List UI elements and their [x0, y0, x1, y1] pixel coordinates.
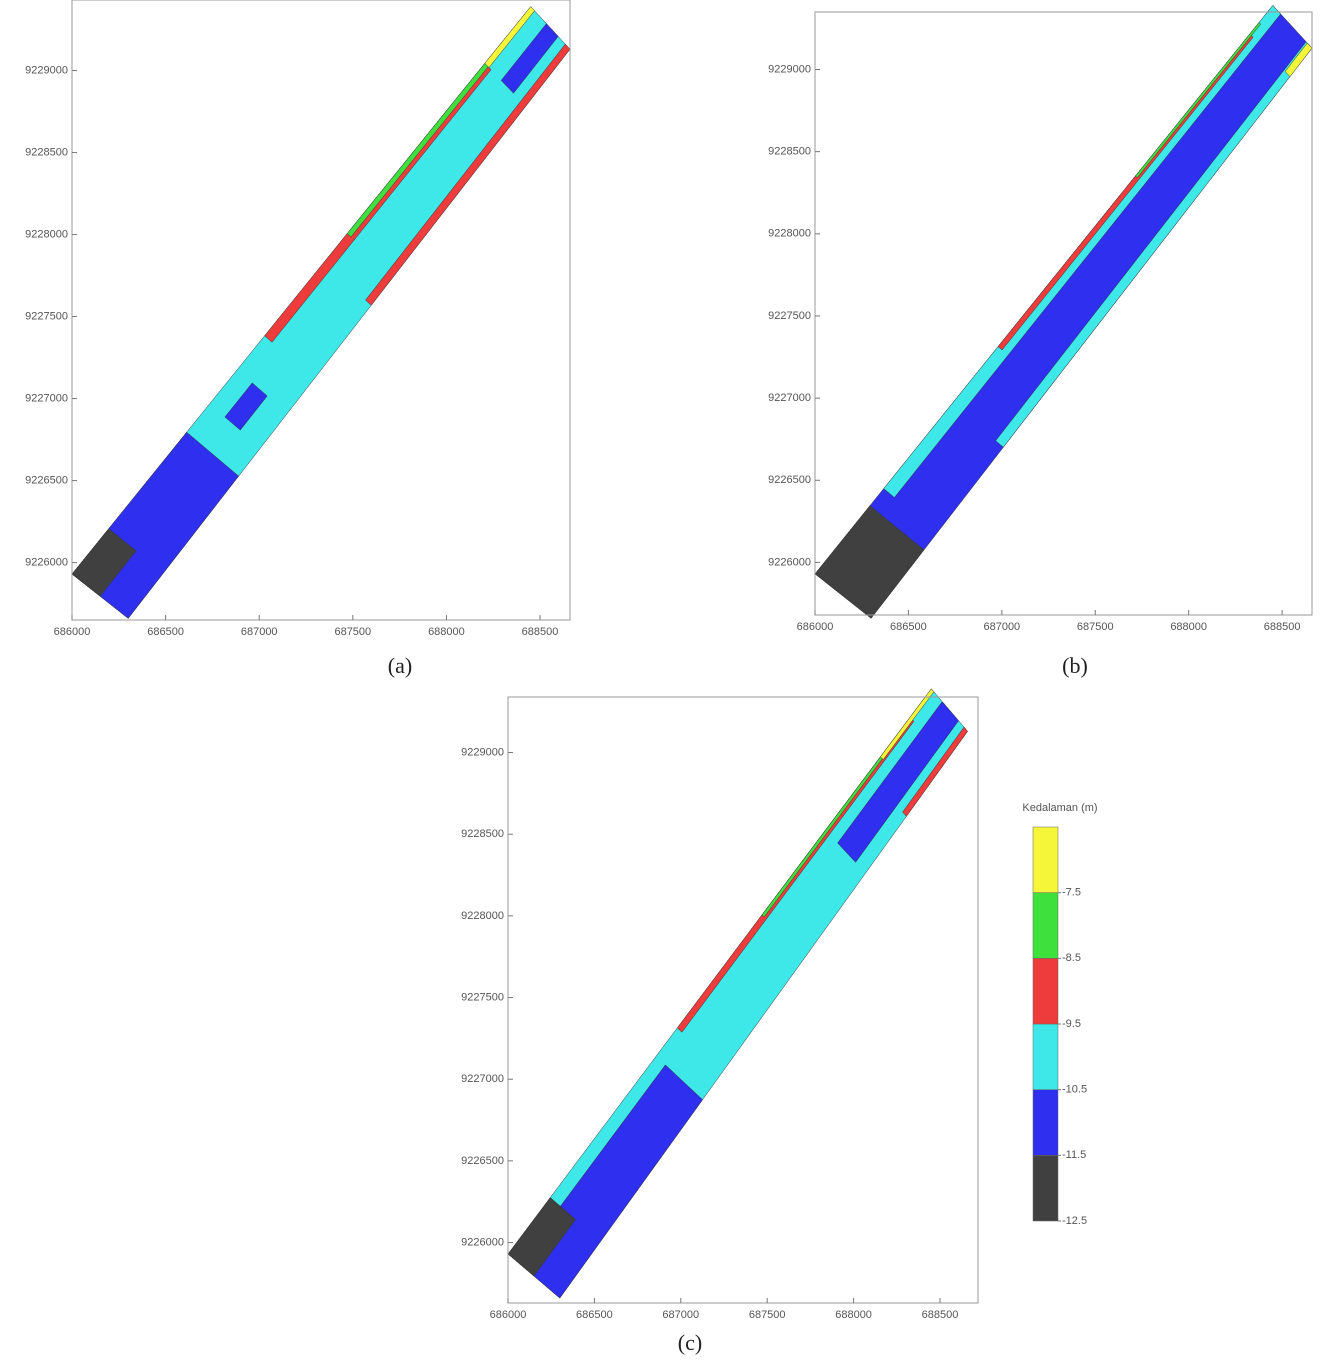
- depth-zone: [995, 41, 1313, 448]
- colorbar-band: [1032, 826, 1059, 893]
- depth-zone: [484, 6, 535, 68]
- y-tick-label: 9227000: [768, 392, 811, 404]
- colorbar-tick-label: -12.5: [1062, 1215, 1087, 1227]
- depth-zone: [880, 688, 935, 760]
- plot-frame: [814, 11, 1313, 616]
- depth-zone: [500, 23, 559, 94]
- x-tick-label: 688000: [428, 626, 465, 638]
- depth-zone: [814, 505, 925, 619]
- x-tick-label: 686500: [576, 1309, 613, 1321]
- depth-zone: [883, 5, 1281, 498]
- depth-zone: [71, 528, 137, 597]
- plot-frame: [507, 696, 979, 1304]
- x-tick-label: 687500: [1077, 621, 1114, 633]
- depth-zone: [837, 701, 959, 863]
- x-tick-label: 686000: [54, 626, 91, 638]
- panel-label: (c): [678, 1330, 702, 1355]
- colorbar-band: [1032, 1089, 1059, 1156]
- y-tick-label: 9228500: [25, 146, 68, 158]
- colorbar-tick-label: -10.5: [1062, 1084, 1087, 1096]
- y-tick-label: 9229000: [768, 63, 811, 75]
- x-tick-label: 687500: [334, 626, 371, 638]
- map-panel: 686000 686500 687000 687500 688000 688500 9226…: [25, 0, 571, 678]
- y-tick-label: 9226500: [25, 474, 68, 486]
- x-tick-label: 686000: [797, 621, 834, 633]
- x-tick-label: 688000: [1170, 621, 1207, 633]
- y-tick-label: 9226000: [25, 556, 68, 568]
- depth-zone: [518, 1064, 703, 1299]
- depth-zone: [902, 726, 968, 817]
- x-tick-label: 687000: [241, 626, 278, 638]
- colorbar-tick-label: -9.5: [1062, 1018, 1081, 1030]
- x-tick-label: 686500: [890, 621, 927, 633]
- y-tick-label: 9227000: [25, 392, 68, 404]
- colorbar-band: [1032, 1155, 1059, 1222]
- x-tick-label: 688000: [835, 1309, 872, 1321]
- panel-label: (a): [388, 653, 412, 678]
- x-tick-label: 688500: [1264, 621, 1301, 633]
- colorbar-band: [1032, 892, 1059, 959]
- y-tick-label: 9226000: [768, 556, 811, 568]
- map-panel: 686000 686500 687000 687500 688000 688500 9226…: [768, 5, 1313, 678]
- x-tick-label: 686000: [490, 1309, 527, 1321]
- y-tick-label: 9228500: [461, 828, 504, 840]
- x-tick-label: 687500: [749, 1309, 786, 1321]
- colorbar-tick-label: -8.5: [1062, 952, 1081, 964]
- x-tick-label: 688500: [922, 1309, 959, 1321]
- colorbar-band: [1032, 958, 1059, 1025]
- y-tick-label: 9227500: [768, 310, 811, 322]
- colorbar-tick-label: -7.5: [1062, 887, 1081, 899]
- y-tick-label: 9228000: [25, 228, 68, 240]
- y-tick-label: 9227000: [461, 1073, 504, 1085]
- x-tick-label: 686500: [147, 626, 184, 638]
- x-tick-label: 687000: [662, 1309, 699, 1321]
- y-tick-label: 9226000: [461, 1236, 504, 1248]
- y-tick-label: 9228000: [461, 910, 504, 922]
- colorbar-title: Kedalaman (m): [1022, 802, 1097, 814]
- y-tick-label: 9226500: [768, 474, 811, 486]
- x-tick-label: 688500: [522, 626, 559, 638]
- colorbar-band: [1032, 1023, 1059, 1090]
- y-tick-label: 9227500: [461, 991, 504, 1003]
- x-tick-label: 687000: [983, 621, 1020, 633]
- depth-zone: [507, 1197, 576, 1277]
- colorbar-tick-label: -11.5: [1062, 1149, 1086, 1161]
- y-tick-label: 9226500: [461, 1155, 504, 1167]
- depth-zone: [224, 382, 268, 431]
- y-tick-label: 9228000: [768, 228, 811, 240]
- panel-label: (b): [1062, 653, 1088, 678]
- depth-zone: [1135, 22, 1261, 179]
- y-tick-label: 9228500: [768, 146, 811, 158]
- y-tick-label: 9227500: [25, 310, 68, 322]
- plot-frame: [71, 0, 571, 621]
- y-tick-label: 9229000: [25, 64, 68, 76]
- map-panel: 686000 686500 687000 687500 688000 688500 9226…: [461, 688, 1098, 1355]
- y-tick-label: 9229000: [461, 746, 504, 758]
